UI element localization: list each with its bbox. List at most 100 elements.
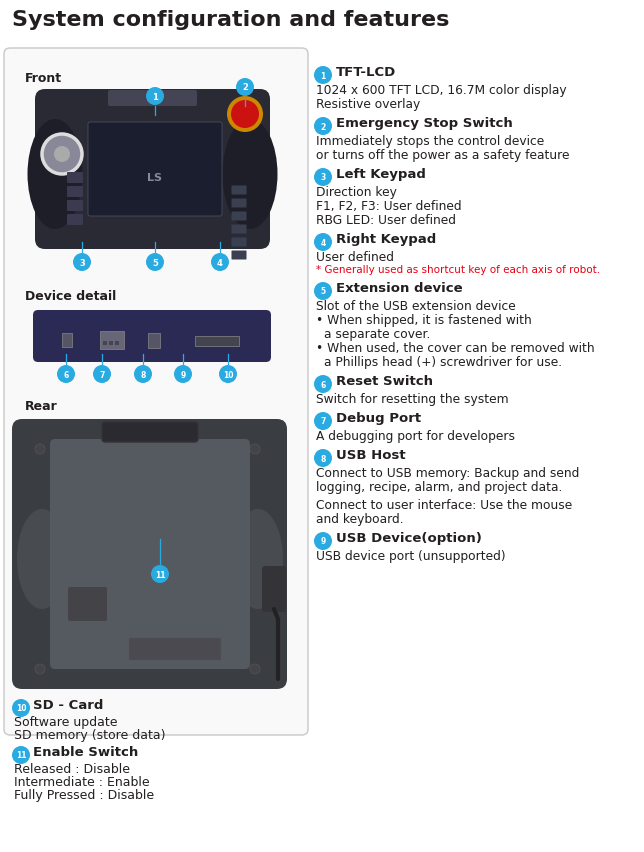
Text: Enable Switch: Enable Switch (33, 746, 138, 758)
Text: LS: LS (147, 173, 162, 183)
Ellipse shape (222, 120, 278, 230)
Circle shape (314, 67, 332, 85)
Text: logging, recipe, alarm, and project data.: logging, recipe, alarm, and project data… (316, 481, 562, 493)
Text: RBG LED: User defined: RBG LED: User defined (316, 214, 456, 227)
Text: 4: 4 (217, 258, 223, 268)
Text: 3: 3 (320, 173, 326, 182)
Circle shape (227, 97, 263, 133)
FancyBboxPatch shape (50, 440, 250, 669)
Circle shape (231, 101, 259, 129)
FancyBboxPatch shape (67, 173, 83, 184)
FancyBboxPatch shape (4, 49, 308, 735)
FancyBboxPatch shape (148, 334, 160, 348)
FancyBboxPatch shape (109, 342, 113, 346)
FancyBboxPatch shape (103, 342, 107, 346)
Circle shape (314, 412, 332, 430)
Text: Direction key: Direction key (316, 186, 397, 199)
Text: Intermediate : Enable: Intermediate : Enable (14, 775, 149, 788)
Circle shape (314, 169, 332, 187)
FancyBboxPatch shape (67, 201, 83, 212)
FancyBboxPatch shape (231, 251, 247, 260)
Text: A debugging port for developers: A debugging port for developers (316, 429, 515, 442)
Text: Fully Pressed : Disable: Fully Pressed : Disable (14, 788, 154, 801)
FancyBboxPatch shape (68, 587, 107, 621)
FancyBboxPatch shape (102, 423, 198, 442)
Circle shape (236, 79, 254, 97)
FancyBboxPatch shape (108, 91, 197, 106)
FancyBboxPatch shape (231, 199, 247, 208)
Circle shape (314, 532, 332, 550)
FancyBboxPatch shape (67, 215, 83, 226)
Text: Left Keypad: Left Keypad (336, 168, 426, 181)
Text: a Phillips head (+) screwdriver for use.: a Phillips head (+) screwdriver for use. (324, 355, 562, 369)
FancyBboxPatch shape (129, 638, 221, 660)
Text: 5: 5 (152, 258, 158, 268)
Text: a separate cover.: a separate cover. (324, 328, 430, 341)
Text: • When shipped, it is fastened with: • When shipped, it is fastened with (316, 314, 532, 326)
Text: 2: 2 (320, 123, 326, 131)
Text: Resistive overlay: Resistive overlay (316, 98, 421, 111)
Text: Slot of the USB extension device: Slot of the USB extension device (316, 300, 516, 313)
Circle shape (314, 376, 332, 394)
Text: Immediately stops the control device: Immediately stops the control device (316, 135, 544, 148)
Text: Software update: Software update (14, 715, 117, 728)
Text: Right Keypad: Right Keypad (336, 233, 436, 245)
Text: 6: 6 (320, 380, 326, 389)
FancyBboxPatch shape (115, 342, 119, 346)
FancyBboxPatch shape (100, 331, 124, 349)
Text: Reset Switch: Reset Switch (336, 375, 433, 388)
Text: Front: Front (25, 72, 62, 85)
Circle shape (211, 254, 229, 272)
Circle shape (73, 254, 91, 272)
Text: 10: 10 (223, 370, 233, 379)
Circle shape (35, 665, 45, 674)
Circle shape (314, 450, 332, 468)
Circle shape (314, 283, 332, 301)
Ellipse shape (233, 509, 283, 609)
Circle shape (12, 699, 30, 717)
Text: 2: 2 (242, 83, 248, 92)
Circle shape (42, 135, 82, 175)
Text: USB Host: USB Host (336, 448, 406, 462)
Text: 8: 8 (140, 370, 146, 379)
Text: 6: 6 (63, 370, 69, 379)
Ellipse shape (28, 120, 82, 230)
Text: Connect to user interface: Use the mouse: Connect to user interface: Use the mouse (316, 498, 573, 511)
Text: F1, F2, F3: User defined: F1, F2, F3: User defined (316, 199, 462, 213)
FancyBboxPatch shape (262, 567, 286, 613)
Text: Emergency Stop Switch: Emergency Stop Switch (336, 117, 513, 130)
Circle shape (12, 746, 30, 764)
FancyBboxPatch shape (231, 239, 247, 247)
Text: 7: 7 (320, 417, 326, 426)
FancyBboxPatch shape (195, 337, 239, 347)
Text: 11: 11 (155, 570, 166, 579)
Circle shape (93, 366, 111, 383)
FancyBboxPatch shape (67, 187, 83, 198)
Text: Connect to USB memory: Backup and send: Connect to USB memory: Backup and send (316, 466, 580, 480)
Text: and keyboard.: and keyboard. (316, 512, 404, 526)
Text: 1024 x 600 TFT LCD, 16.7M color display: 1024 x 600 TFT LCD, 16.7M color display (316, 83, 567, 97)
Text: Switch for resetting the system: Switch for resetting the system (316, 393, 509, 406)
Text: 1: 1 (320, 72, 326, 80)
Text: TFT-LCD: TFT-LCD (336, 66, 396, 79)
Text: 5: 5 (321, 287, 326, 296)
FancyBboxPatch shape (231, 187, 247, 195)
Text: System configuration and features: System configuration and features (12, 10, 450, 30)
Circle shape (250, 445, 260, 454)
FancyBboxPatch shape (12, 419, 287, 689)
Circle shape (134, 366, 152, 383)
Circle shape (219, 366, 237, 383)
Text: 9: 9 (320, 537, 326, 546)
Circle shape (146, 254, 164, 272)
Circle shape (151, 566, 169, 584)
Circle shape (314, 233, 332, 251)
Text: or turns off the power as a safety feature: or turns off the power as a safety featu… (316, 149, 569, 162)
Circle shape (35, 445, 45, 454)
Text: Debug Port: Debug Port (336, 412, 421, 424)
Circle shape (174, 366, 192, 383)
Text: • When used, the cover can be removed with: • When used, the cover can be removed wi… (316, 342, 594, 354)
Text: USB device port (unsupported): USB device port (unsupported) (316, 550, 506, 562)
Ellipse shape (17, 509, 67, 609)
FancyBboxPatch shape (88, 123, 222, 216)
FancyBboxPatch shape (231, 225, 247, 234)
